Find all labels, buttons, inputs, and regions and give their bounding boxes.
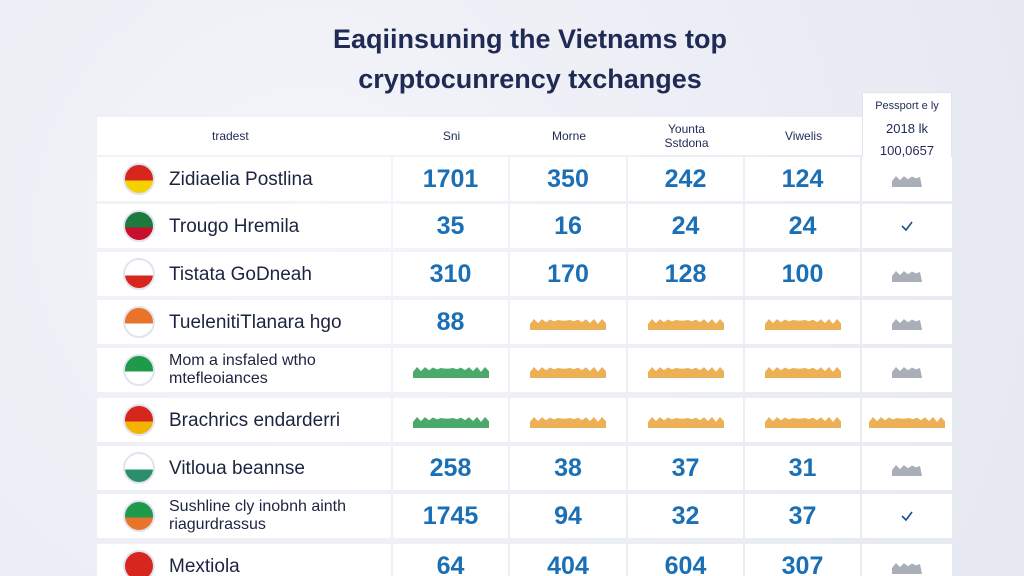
column-header: Younta Sstdona — [664, 122, 709, 150]
sparkline — [412, 367, 489, 378]
value-cell: 37 — [745, 494, 860, 538]
value-cell: 404 — [510, 544, 626, 576]
status-cell — [862, 494, 952, 538]
flag-icon — [123, 452, 155, 484]
side-header-line: 100,0657 — [879, 142, 935, 158]
sparkline — [647, 367, 724, 378]
status-cell — [862, 544, 952, 576]
sparkline — [892, 367, 922, 378]
sparkline — [647, 319, 724, 330]
sparkline — [869, 417, 945, 428]
sparkline — [892, 271, 922, 282]
sparkline — [892, 176, 922, 187]
chart-cell — [510, 300, 626, 344]
status-cell — [862, 446, 952, 490]
chart-cell — [745, 300, 860, 344]
header-row — [97, 117, 862, 155]
sparkline — [412, 417, 489, 428]
sparkline — [647, 417, 724, 428]
sparkline — [530, 319, 606, 330]
value-cell: 94 — [510, 494, 626, 538]
status-cell — [862, 157, 952, 201]
row-name: Zidiaelia Postlina — [97, 157, 391, 201]
value-cell: 1701 — [393, 157, 508, 201]
flag-icon — [123, 550, 155, 576]
value-cell: 258 — [393, 446, 508, 490]
chart-cell — [745, 398, 860, 442]
sparkline — [764, 319, 841, 330]
flag-icon — [123, 306, 155, 338]
value-cell: 88 — [393, 300, 508, 344]
sparkline — [530, 417, 606, 428]
value-cell: 242 — [628, 157, 743, 201]
value-cell: 170 — [510, 252, 626, 296]
status-cell — [862, 204, 952, 248]
sparkline — [892, 563, 922, 574]
status-cell — [862, 398, 952, 442]
value-cell: 124 — [745, 157, 860, 201]
value-cell: 31 — [745, 446, 860, 490]
column-header: Sni — [442, 129, 461, 143]
chart-cell — [510, 348, 626, 392]
flag-icon — [123, 258, 155, 290]
flag-icon — [123, 404, 155, 436]
chart-cell — [510, 398, 626, 442]
column-header: tradest — [212, 129, 249, 143]
chart-cell — [628, 398, 743, 442]
flag-icon — [123, 354, 155, 386]
column-header: Viwelis — [784, 129, 823, 143]
title-line: cryptocunrency txchanges — [358, 64, 702, 94]
chart-cell — [628, 348, 743, 392]
value-cell: 100 — [745, 252, 860, 296]
value-cell: 307 — [745, 544, 860, 576]
side-header-line: Pessport e ly — [875, 100, 939, 112]
chart-cell — [393, 398, 508, 442]
value-cell: 16 — [510, 204, 626, 248]
value-cell: 37 — [628, 446, 743, 490]
column-header: Morne — [551, 129, 586, 143]
check-icon — [901, 221, 913, 232]
status-cell — [862, 300, 952, 344]
check-icon — [901, 511, 913, 522]
chart-cell — [745, 348, 860, 392]
value-cell: 38 — [510, 446, 626, 490]
value-cell: 604 — [628, 544, 743, 576]
side-header-line: 2018 lk — [886, 120, 928, 136]
value-cell: 24 — [745, 204, 860, 248]
sparkline — [764, 417, 841, 428]
value-cell: 24 — [628, 204, 743, 248]
value-cell: 310 — [393, 252, 508, 296]
sparkline — [892, 465, 922, 476]
sparkline — [530, 367, 606, 378]
flag-icon — [123, 163, 155, 195]
status-cell — [862, 348, 952, 392]
chart-cell — [393, 348, 508, 392]
sparkline — [764, 367, 841, 378]
status-cell — [862, 252, 952, 296]
sparkline — [892, 319, 922, 330]
flag-icon — [123, 500, 155, 532]
value-cell: 32 — [628, 494, 743, 538]
value-cell: 350 — [510, 157, 626, 201]
value-cell: 35 — [393, 204, 508, 248]
flag-icon — [123, 210, 155, 242]
value-cell: 128 — [628, 252, 743, 296]
value-cell: 1745 — [393, 494, 508, 538]
title-line: Eaqiinsuning the Vietnams top — [332, 24, 728, 54]
chart-cell — [628, 300, 743, 344]
value-cell: 64 — [393, 544, 508, 576]
